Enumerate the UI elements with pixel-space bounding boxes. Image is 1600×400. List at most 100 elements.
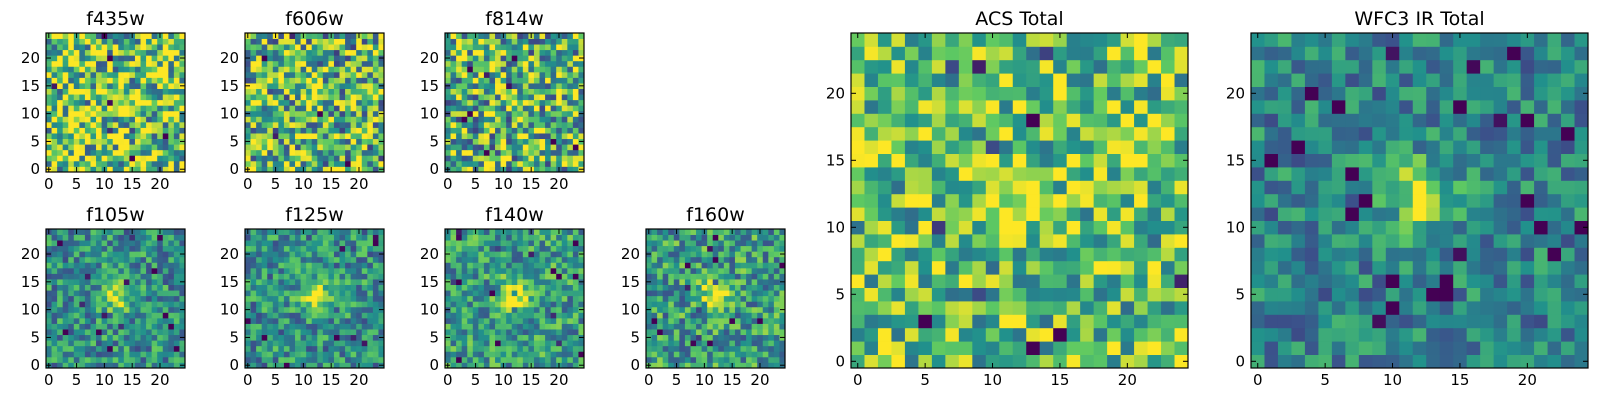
heatmap-cell [701,323,708,330]
heatmap-cell [179,329,186,336]
heatmap-cell [904,193,919,208]
heatmap-cell [245,99,251,106]
heatmap-cell [168,256,175,263]
heatmap-cell [112,312,119,319]
heatmap-cell [456,323,463,330]
heatmap-cell [157,160,164,167]
heatmap-cell [500,66,507,73]
heatmap-cell [57,323,64,330]
heatmap-cell [1134,341,1148,355]
heatmap-cell [261,138,268,145]
heatmap-cell [489,329,496,336]
heatmap-cell [339,251,346,258]
heatmap-cell [567,273,574,280]
heatmap-cell [278,133,285,140]
heatmap-cell [272,356,279,363]
heatmap-cell [79,301,86,308]
heatmap-cell [1053,207,1068,221]
heatmap-cell [62,133,69,140]
heatmap-cell [322,83,329,89]
heatmap-cell [173,301,180,308]
heatmap-cell [367,279,374,285]
heatmap-cell [162,66,169,73]
heatmap-cell [561,110,568,117]
heatmap-cell [162,116,169,123]
heatmap-cell [79,267,86,274]
heatmap-cell [1093,301,1108,315]
heatmap-cell [250,127,257,134]
heatmap-cell [729,334,736,341]
heatmap-cell [333,49,340,56]
heatmap-cell [673,279,680,285]
heatmap-cell [107,295,114,302]
heatmap-cell [712,340,719,347]
heatmap-cell [461,301,468,308]
heatmap-cell [345,351,352,358]
heatmap-cell [572,71,579,78]
heatmap-cell [757,351,764,358]
heatmap-cell [673,256,680,263]
heatmap-cell [539,229,546,235]
heatmap-cell [151,323,158,330]
heatmap-cell [317,323,324,330]
heatmap-cell [662,362,669,369]
heatmap-cell [567,55,574,62]
heatmap-cell [134,245,141,252]
heatmap-cell [350,110,357,117]
heatmap-cell [746,245,753,252]
heatmap-cell [322,245,329,252]
heatmap-cell [679,317,686,324]
heatmap-cell [361,273,368,280]
heatmap-cell [300,160,307,167]
heatmap-cell [322,356,329,363]
heatmap-cell [445,345,451,352]
heatmap-cell [985,341,1000,355]
heatmap-cell [79,49,86,56]
heatmap-cell [118,340,125,347]
heatmap-cell [461,240,468,247]
heatmap-cell [478,306,485,313]
heatmap-cell [918,341,933,355]
heatmap-cell [1012,287,1027,302]
heatmap-cell [96,71,102,78]
heatmap-cell [96,295,102,302]
heatmap-cell [289,234,296,241]
heatmap-cell [57,155,64,162]
heatmap-cell [151,133,158,140]
heatmap-cell [985,314,1000,329]
heatmap-cell [295,144,301,151]
heatmap-cell [250,273,257,280]
heatmap-cell [1120,341,1135,355]
heatmap-cell [1174,247,1189,262]
heatmap-cell [62,356,69,363]
heatmap-cell [311,245,318,252]
heatmap-cell [522,267,529,274]
heatmap-cell [511,317,518,324]
heatmap-cell [696,256,702,263]
heatmap-cell [96,273,102,280]
heatmap-cell [378,99,385,106]
heatmap-cell [567,329,574,336]
heatmap-cell [90,155,97,162]
heatmap-cell [945,234,960,248]
heatmap-cell [272,138,279,145]
heatmap-cell [450,94,457,101]
heatmap-cell [250,340,257,347]
heatmap-cell [328,329,335,336]
heatmap-cell [79,340,86,347]
heatmap-cell [267,290,274,297]
heatmap-cell [646,295,652,302]
heatmap-cell [84,110,91,117]
heatmap-cell [79,88,86,95]
heatmap-cell [578,144,585,151]
heatmap-cell [146,71,153,78]
heatmap-cell [267,55,274,62]
heatmap-cell [904,180,919,195]
heatmap-cell [372,33,379,39]
heatmap-cell [539,83,546,89]
heatmap-cell [333,110,340,117]
heatmap-cell [333,251,340,258]
heatmap-cell [851,207,865,221]
heatmap-cell [339,110,346,117]
heatmap-cell [958,207,973,221]
